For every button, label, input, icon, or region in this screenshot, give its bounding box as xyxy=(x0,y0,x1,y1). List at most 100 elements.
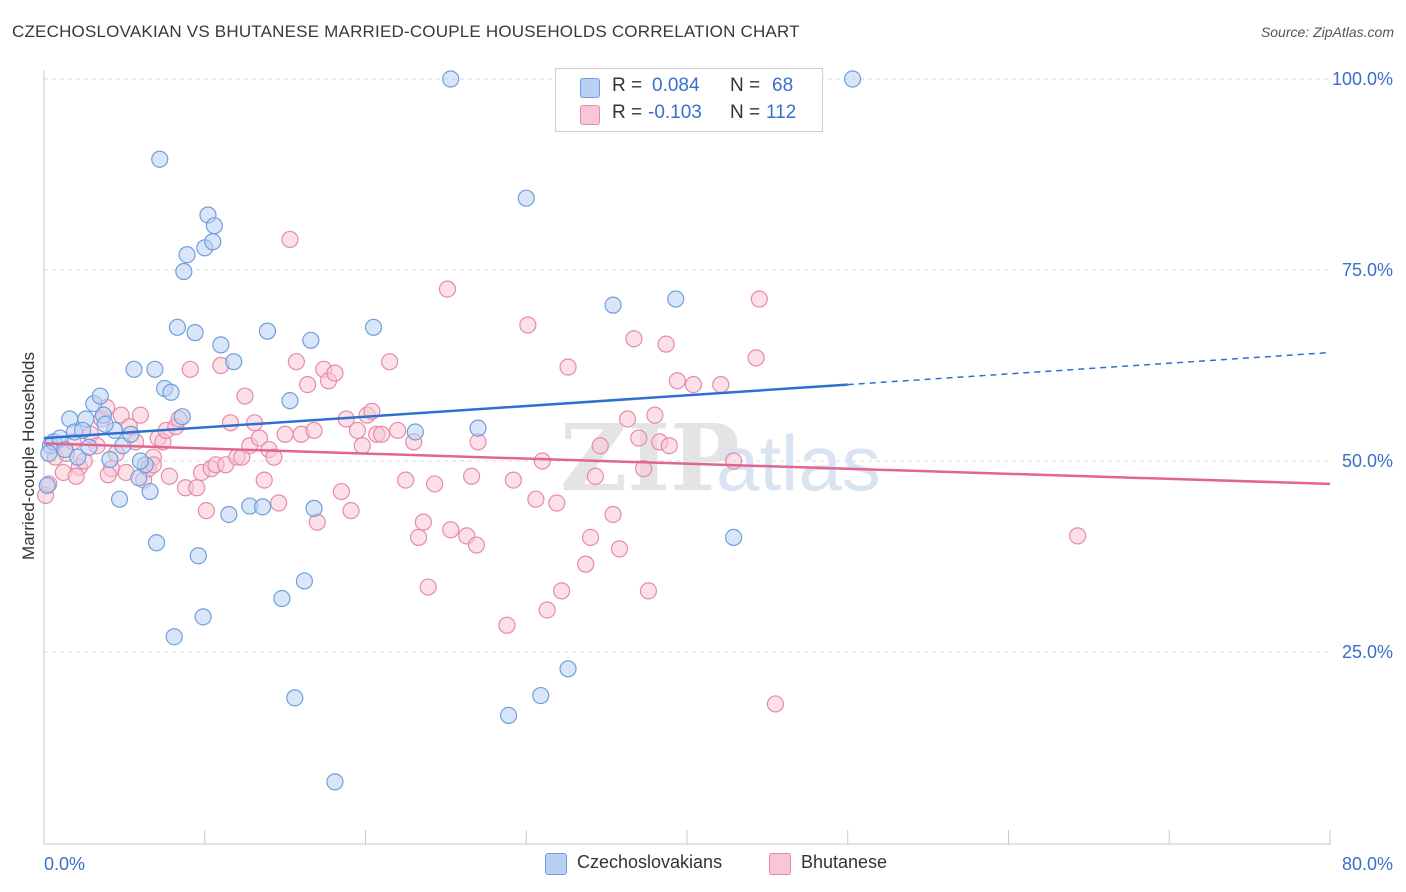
data-points xyxy=(37,70,1087,791)
data-point-czechoslovakian xyxy=(146,360,164,378)
data-point-bhutanese xyxy=(519,316,537,334)
data-point-czechoslovakian xyxy=(843,70,862,88)
data-point-bhutanese xyxy=(747,349,765,367)
data-point-bhutanese xyxy=(419,578,437,596)
data-point-bhutanese xyxy=(414,513,432,531)
data-point-bhutanese xyxy=(553,582,571,600)
data-point-czechoslovakian xyxy=(168,318,187,336)
data-point-czechoslovakian xyxy=(80,438,98,456)
data-point-bhutanese xyxy=(409,528,428,547)
data-point-czechoslovakian xyxy=(281,392,299,410)
data-point-bhutanese xyxy=(591,437,609,455)
data-point-czechoslovakian xyxy=(532,686,550,705)
data-point-czechoslovakian xyxy=(122,425,140,443)
data-point-czechoslovakian xyxy=(258,322,277,340)
data-point-bhutanese xyxy=(270,494,288,512)
data-point-czechoslovakian xyxy=(205,217,223,235)
data-point-bhutanese xyxy=(305,421,323,440)
source-label: Source: ZipAtlas.com xyxy=(1260,24,1394,40)
data-point-bhutanese xyxy=(559,358,577,376)
legend-r-label: R = xyxy=(612,75,643,96)
data-point-czechoslovakian xyxy=(499,706,518,725)
data-point-bhutanese xyxy=(639,582,658,600)
legend-swatch-pink xyxy=(580,105,600,125)
data-point-czechoslovakian xyxy=(189,547,207,565)
y-tick-label: 25.0% xyxy=(1342,642,1393,662)
data-point-bhutanese xyxy=(548,494,566,512)
data-point-bhutanese xyxy=(188,479,206,497)
data-point-bhutanese xyxy=(630,429,648,447)
y-axis-label: Married-couple Households xyxy=(19,352,38,560)
y-tick-label: 100.0% xyxy=(1332,69,1393,89)
data-point-czechoslovakian xyxy=(302,331,320,349)
data-point-bhutanese xyxy=(181,360,199,378)
data-point-bhutanese xyxy=(281,230,299,249)
legend-label: Bhutanese xyxy=(801,852,888,872)
data-point-czechoslovakian xyxy=(326,773,344,791)
y-tick-label: 75.0% xyxy=(1342,260,1393,280)
watermark-atlas: atlas xyxy=(716,419,881,507)
data-point-bhutanese xyxy=(618,410,637,428)
legend-n-label: N = xyxy=(730,75,761,96)
data-point-bhutanese xyxy=(348,421,367,440)
data-point-bhutanese xyxy=(634,460,653,478)
watermark: ZIP atlas xyxy=(560,404,881,512)
legend-swatch-pink xyxy=(769,853,791,875)
data-point-czechoslovakian xyxy=(56,440,74,459)
legend-swatch-blue xyxy=(545,853,567,875)
data-point-czechoslovakian xyxy=(175,262,193,281)
chart-title: CZECHOSLOVAKIAN VS BHUTANESE MARRIED-COU… xyxy=(12,22,800,41)
data-point-bhutanese xyxy=(160,467,178,485)
data-point-czechoslovakian xyxy=(212,336,230,354)
correlation-legend: R = 0.084 N = 68 R = -0.103 N = 112 xyxy=(555,68,823,132)
legend-r-value: 0.084 xyxy=(652,75,700,96)
data-point-bhutanese xyxy=(462,467,481,485)
data-point-bhutanese xyxy=(342,502,360,520)
data-point-bhutanese xyxy=(372,425,391,443)
data-point-bhutanese xyxy=(467,536,486,554)
data-point-bhutanese xyxy=(255,471,273,489)
data-point-czechoslovakian xyxy=(225,353,243,371)
data-point-bhutanese xyxy=(577,555,595,573)
data-point-czechoslovakian xyxy=(667,290,685,308)
data-point-bhutanese xyxy=(1069,527,1087,545)
data-point-czechoslovakian xyxy=(186,324,204,342)
data-point-czechoslovakian xyxy=(305,499,323,517)
data-point-czechoslovakian xyxy=(125,360,143,378)
data-point-bhutanese xyxy=(527,490,545,508)
data-point-bhutanese xyxy=(660,437,678,455)
legend-r-value: -0.103 xyxy=(648,102,702,123)
data-point-bhutanese xyxy=(725,452,743,470)
data-point-czechoslovakian xyxy=(442,70,460,88)
data-point-czechoslovakian xyxy=(110,490,129,508)
data-point-bhutanese xyxy=(250,429,269,447)
legend-swatch-blue xyxy=(580,78,600,98)
trend-lines xyxy=(43,351,1331,486)
data-point-czechoslovakian xyxy=(295,572,314,590)
data-point-bhutanese xyxy=(221,414,240,432)
trend-line-czechoslovakians-extrapolated xyxy=(847,351,1331,386)
data-point-czechoslovakian xyxy=(91,387,109,405)
data-point-czechoslovakian xyxy=(725,528,743,547)
data-point-bhutanese xyxy=(381,353,399,371)
data-point-bhutanese xyxy=(610,540,629,558)
data-point-czechoslovakian xyxy=(220,505,238,524)
data-point-czechoslovakian xyxy=(286,689,304,707)
data-point-bhutanese xyxy=(397,471,415,489)
data-point-bhutanese xyxy=(299,376,317,394)
data-point-bhutanese xyxy=(581,528,600,547)
data-point-czechoslovakian xyxy=(173,408,191,426)
y-tick-label: 50.0% xyxy=(1342,451,1393,471)
data-point-czechoslovakian xyxy=(204,233,222,251)
data-point-bhutanese xyxy=(504,471,522,489)
data-point-czechoslovakian xyxy=(178,246,196,264)
data-point-bhutanese xyxy=(625,330,643,348)
data-point-czechoslovakian xyxy=(254,498,272,516)
data-point-bhutanese xyxy=(750,290,768,308)
data-point-bhutanese xyxy=(276,425,294,443)
data-point-czechoslovakian xyxy=(469,419,487,437)
data-point-bhutanese xyxy=(533,452,551,470)
legend-n-value: 68 xyxy=(772,75,794,96)
data-point-bhutanese xyxy=(586,467,604,485)
data-point-bhutanese xyxy=(668,372,686,390)
